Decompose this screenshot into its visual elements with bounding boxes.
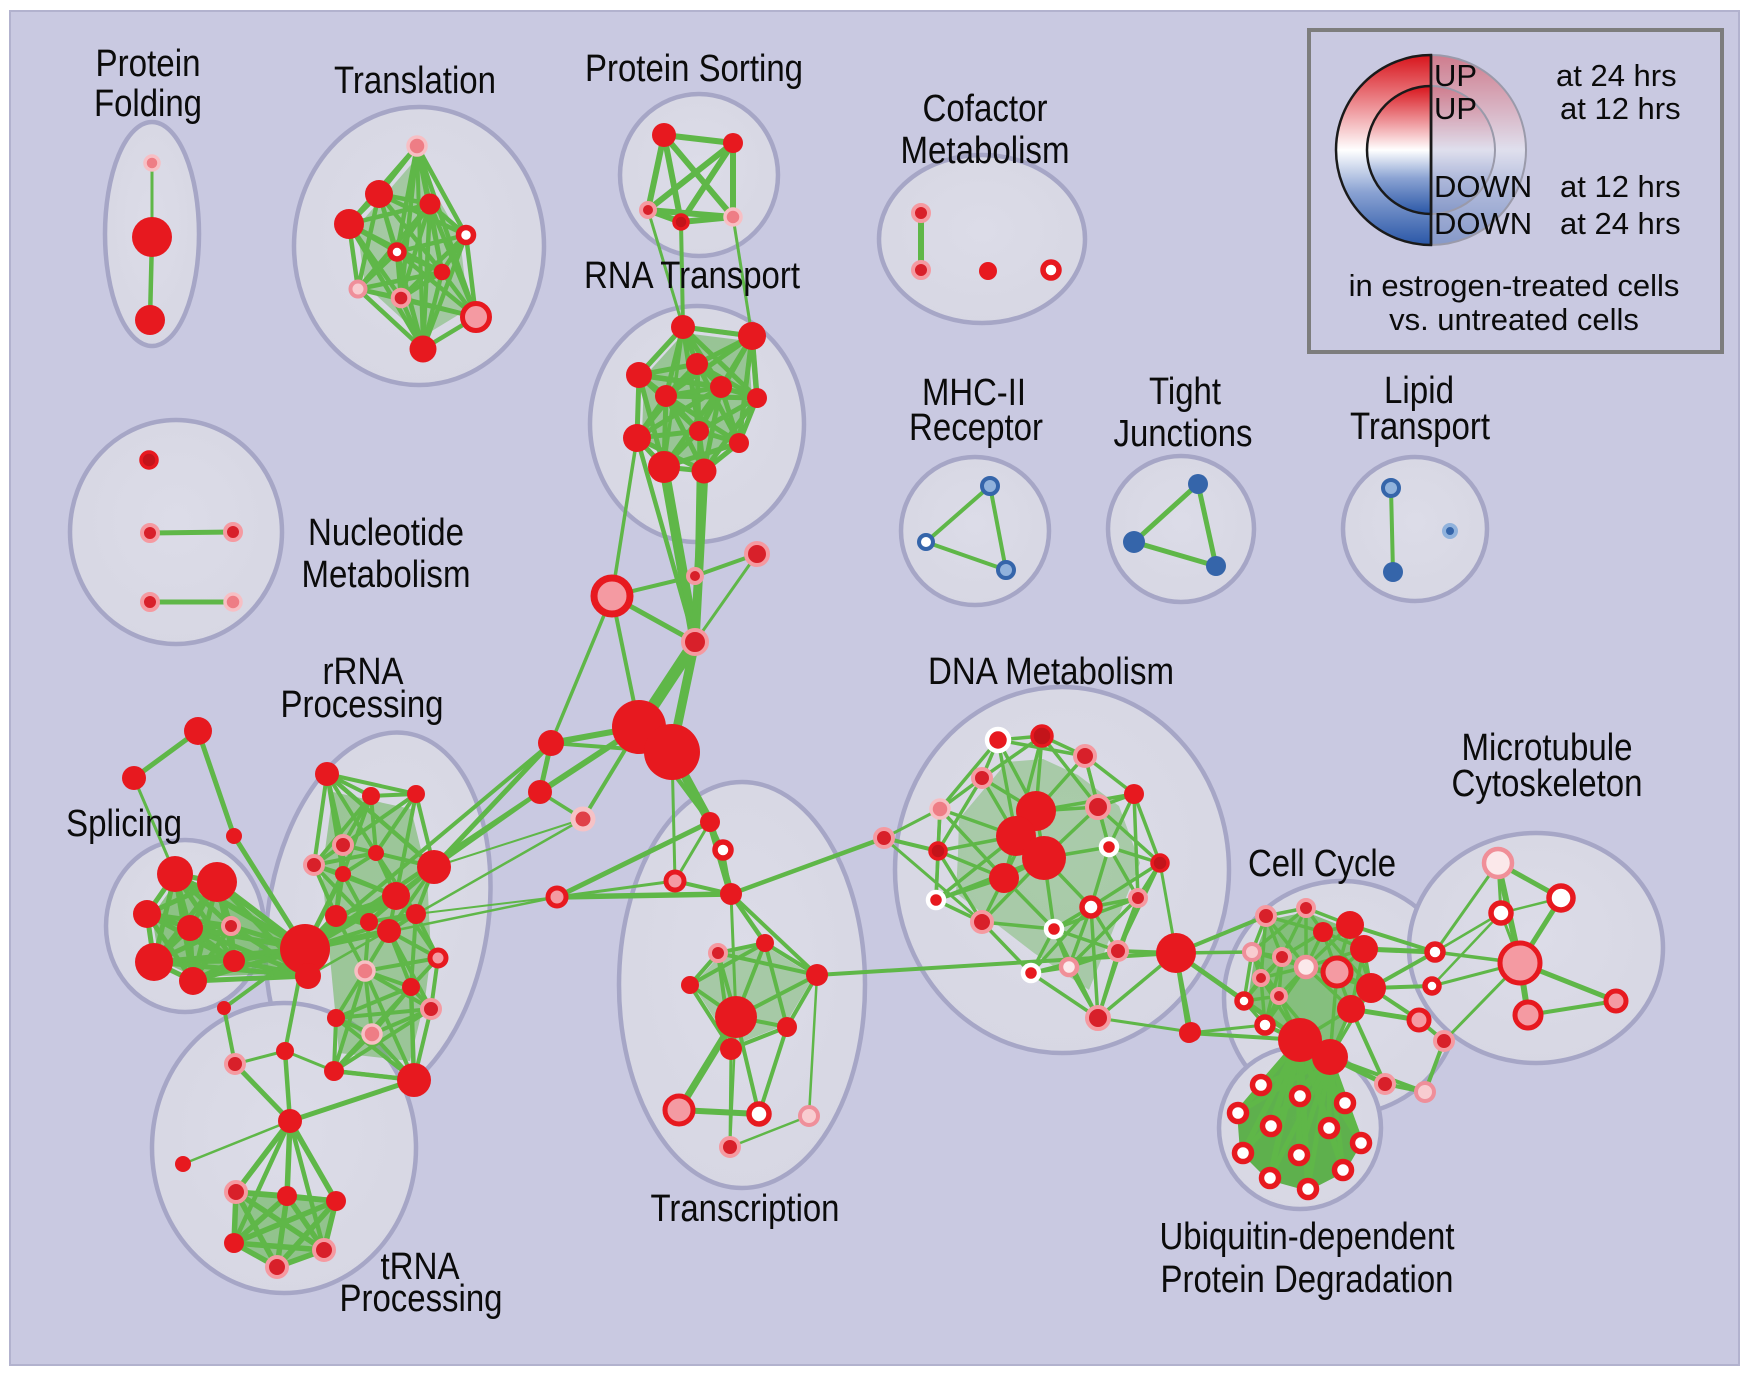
svg-text:MHC-II: MHC-II bbox=[922, 372, 1026, 414]
svg-text:Transport: Transport bbox=[1350, 406, 1490, 448]
svg-text:at 12 hrs: at 12 hrs bbox=[1560, 91, 1681, 126]
svg-text:at 12 hrs: at 12 hrs bbox=[1560, 169, 1681, 204]
svg-text:Ubiquitin-dependent: Ubiquitin-dependent bbox=[1160, 1216, 1455, 1258]
svg-text:DOWN: DOWN bbox=[1434, 206, 1532, 241]
svg-text:Splicing: Splicing bbox=[66, 803, 182, 845]
svg-text:Translation: Translation bbox=[334, 60, 496, 102]
svg-text:Cytoskeleton: Cytoskeleton bbox=[1452, 763, 1643, 805]
svg-text:Processing: Processing bbox=[281, 684, 444, 726]
svg-text:tRNA: tRNA bbox=[381, 1246, 461, 1288]
svg-text:DNA Metabolism: DNA Metabolism bbox=[928, 651, 1174, 693]
svg-text:Metabolism: Metabolism bbox=[302, 554, 471, 596]
svg-text:Metabolism: Metabolism bbox=[901, 130, 1070, 172]
svg-text:Protein Sorting: Protein Sorting bbox=[585, 48, 803, 90]
svg-text:Tight: Tight bbox=[1149, 371, 1221, 413]
svg-text:Cell Cycle: Cell Cycle bbox=[1248, 843, 1396, 885]
svg-text:UP: UP bbox=[1434, 58, 1477, 93]
svg-text:at 24 hrs: at 24 hrs bbox=[1560, 206, 1681, 241]
svg-text:UP: UP bbox=[1434, 91, 1477, 126]
svg-text:at 24 hrs: at 24 hrs bbox=[1556, 58, 1677, 93]
svg-text:rRNA: rRNA bbox=[323, 651, 405, 693]
svg-text:DOWN: DOWN bbox=[1434, 169, 1532, 204]
svg-text:Protein: Protein bbox=[96, 43, 201, 85]
svg-text:Cofactor: Cofactor bbox=[923, 88, 1048, 130]
svg-text:Junctions: Junctions bbox=[1114, 413, 1253, 455]
svg-text:in estrogen-treated cells: in estrogen-treated cells bbox=[1349, 268, 1680, 303]
svg-text:vs. untreated cells: vs. untreated cells bbox=[1389, 302, 1639, 337]
svg-text:Receptor: Receptor bbox=[909, 407, 1043, 449]
svg-text:Processing: Processing bbox=[340, 1278, 503, 1320]
svg-text:Transcription: Transcription bbox=[651, 1188, 840, 1230]
svg-text:Lipid: Lipid bbox=[1384, 370, 1454, 412]
svg-text:Microtubule: Microtubule bbox=[1462, 727, 1633, 769]
svg-text:Folding: Folding bbox=[94, 83, 202, 125]
svg-text:RNA Transport: RNA Transport bbox=[584, 255, 800, 297]
svg-text:Nucleotide: Nucleotide bbox=[308, 512, 464, 554]
svg-text:Protein Degradation: Protein Degradation bbox=[1161, 1259, 1454, 1301]
